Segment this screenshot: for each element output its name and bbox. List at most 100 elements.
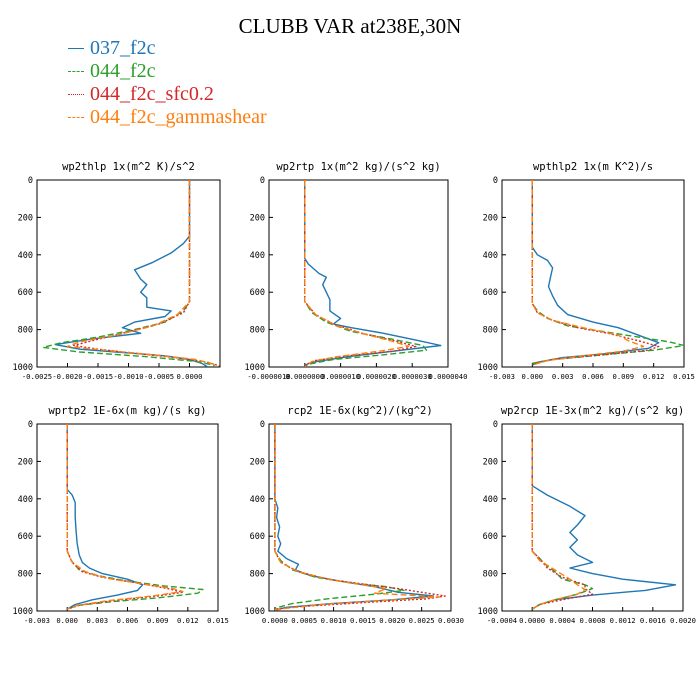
x-tick-label: -0.0025 (22, 372, 52, 381)
x-tick-label: 0.003 (552, 372, 574, 381)
x-tick-label: 0.012 (643, 372, 665, 381)
y-tick-label: 200 (18, 213, 33, 223)
legend-line-swatch (68, 48, 84, 49)
y-tick-label: 1000 (245, 607, 265, 617)
x-tick-label: 0.0000040 (429, 372, 468, 381)
series-line (274, 424, 435, 611)
y-tick-label: 400 (18, 495, 33, 505)
y-tick-label: 200 (250, 213, 265, 223)
series-line (274, 424, 405, 609)
y-tick-label: 800 (250, 570, 265, 580)
x-tick-label: 0.0008 (580, 616, 606, 625)
x-tick-label: 0.0010 (321, 616, 347, 625)
x-tick-label: 0.0000 (177, 372, 203, 381)
chart-title: wp2thlp 1x(m^2 K)/s^2 (62, 161, 195, 173)
series-line (72, 180, 220, 367)
x-tick-label: 0.0000020 (357, 372, 396, 381)
series-line (304, 180, 417, 366)
y-tick-label: 0 (493, 176, 498, 186)
series-line (274, 424, 446, 610)
series-line (42, 180, 215, 367)
chart-title: wp2rtp 1x(m^2 kg)/(s^2 kg) (276, 161, 440, 173)
y-tick-label: 400 (483, 251, 498, 261)
series-line (66, 424, 184, 610)
x-tick-label: 0.0005 (291, 616, 317, 625)
chart-panel: wpthlp2 1x(m K^2)/s 0 200 400 600 800 1000-0.0… (478, 161, 695, 381)
series-line (304, 180, 428, 367)
x-tick-label: 0.015 (673, 372, 695, 381)
y-tick-label: 0 (28, 420, 33, 430)
y-tick-label: 200 (250, 457, 265, 467)
series-line (66, 424, 184, 610)
page-title: CLUBB VAR at238E,30N (238, 14, 462, 38)
series-line (531, 424, 677, 610)
series-line (274, 424, 440, 611)
series-line (531, 180, 660, 365)
x-tick-label: 0.003 (87, 616, 109, 625)
series-line (304, 180, 442, 366)
chart-title: wprtp2 1E-6x(m kg)/(s kg) (48, 405, 206, 417)
x-tick-label: -0.0020 (52, 372, 82, 381)
series-line (304, 180, 410, 367)
chart-panel: wp2rcp 1E-3x(m^2 kg)/(s^2 kg)0 200 400 600 8… (478, 405, 696, 625)
y-tick-label: 800 (18, 570, 33, 580)
x-tick-label: -0.003 (24, 616, 50, 625)
y-tick-label: 800 (483, 326, 498, 336)
x-tick-label: 0.009 (147, 616, 169, 625)
x-tick-label: -0.0010 (113, 372, 143, 381)
y-tick-label: 600 (18, 532, 33, 542)
y-tick-label: 0 (493, 420, 498, 430)
plot-frame (268, 179, 449, 368)
legend-label: 044_f2c_sfc0.2 (90, 83, 214, 105)
legend-label: 044_f2c (90, 60, 156, 82)
series-line (531, 180, 660, 366)
legend-line-swatch (68, 94, 84, 95)
x-tick-label: 0.0000 (262, 616, 288, 625)
x-tick-label: 0.0025 (409, 616, 435, 625)
y-tick-label: 200 (483, 213, 498, 223)
y-tick-label: 600 (250, 288, 265, 298)
y-tick-label: 1000 (13, 363, 33, 373)
y-tick-label: 600 (483, 288, 498, 298)
y-tick-label: 0 (28, 176, 33, 186)
chart-title: wp2rcp 1E-3x(m^2 kg)/(s^2 kg) (501, 405, 684, 417)
x-tick-label: 0.0012 (610, 616, 636, 625)
y-tick-label: 800 (18, 326, 33, 336)
y-tick-label: 400 (483, 495, 498, 505)
x-tick-label: 0.006 (117, 616, 139, 625)
series-line (531, 180, 684, 364)
x-tick-label: 0.0000030 (393, 372, 432, 381)
y-tick-label: 800 (483, 570, 498, 580)
x-tick-label: 0.0004 (549, 616, 575, 625)
x-tick-label: -0.0000010 (247, 372, 290, 381)
legend-line-swatch (68, 71, 84, 72)
y-tick-label: 200 (18, 457, 33, 467)
chart-panel: wp2rtp 1x(m^2 kg)/(s^2 kg) 0 200 400 600 800 1… (245, 161, 468, 381)
legend-line-swatch (68, 117, 84, 118)
legend-label: 044_f2c_gammashear (90, 106, 267, 128)
x-tick-label: 0.015 (207, 616, 229, 625)
x-tick-label: 0.006 (582, 372, 604, 381)
x-tick-label: 0.012 (177, 616, 199, 625)
x-tick-label: 0.0020 (670, 616, 696, 625)
chart-panel: wp2thlp 1x(m^2 K)/s^202004006008001000-0… (13, 161, 221, 381)
x-tick-label: 0.000 (56, 616, 78, 625)
y-tick-label: 0 (260, 176, 265, 186)
chart-panel: wprtp2 1E-6x(m kg)/(s kg) 0 200 400 600 800 10… (13, 405, 229, 625)
y-tick-label: 1000 (13, 607, 33, 617)
series-line (66, 424, 144, 610)
y-tick-label: 600 (250, 532, 265, 542)
x-tick-label: 0.000 (522, 372, 544, 381)
series-line (531, 424, 586, 610)
x-tick-label: 0.0030 (438, 616, 464, 625)
series-line (531, 180, 645, 366)
x-tick-label: -0.003 (489, 372, 515, 381)
y-tick-label: 600 (483, 532, 498, 542)
plot-frame (36, 423, 219, 612)
y-tick-label: 1000 (478, 607, 498, 617)
x-tick-label: 0.0000000 (285, 372, 324, 381)
y-tick-label: 200 (483, 457, 498, 467)
chart-title: rcp2 1E-6x(kg^2)/(kg^2) (287, 405, 432, 417)
y-tick-label: 400 (18, 251, 33, 261)
